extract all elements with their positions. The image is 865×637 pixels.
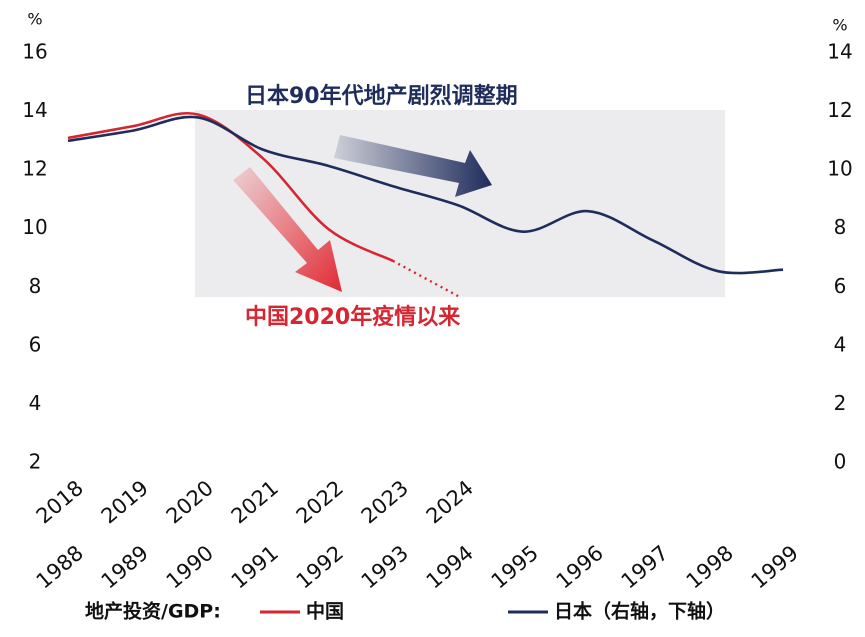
y2-tick-label: 4 (834, 332, 847, 356)
annotation: 日本90年代地产剧烈调整期 (245, 83, 518, 109)
y2-tick-label: 12 (827, 98, 852, 122)
y-tick-label: 8 (29, 274, 42, 298)
y-tick-label: 6 (29, 332, 42, 356)
y-tick-label: 4 (29, 391, 42, 415)
legend-label: 中国 (306, 600, 344, 623)
y2-tick-label: 10 (827, 157, 852, 181)
x-bottom-tick-label: 1993 (357, 541, 413, 594)
legend-label: 日本（右轴，下轴） (554, 600, 725, 623)
y-tick-label: 12 (22, 157, 47, 181)
x-bottom-tick-label: 1991 (227, 541, 283, 594)
x-top-tick-label: 2020 (162, 476, 218, 529)
x-top-tick-label: 2023 (357, 476, 413, 529)
y-unit: % (27, 10, 42, 29)
x-bottom-tick-label: 1996 (552, 541, 608, 594)
series-line (67, 115, 784, 275)
y2-unit: % (832, 16, 847, 35)
x-top-tick-label: 2018 (32, 476, 88, 529)
y-tick-label: 14 (22, 98, 47, 122)
arrow (233, 167, 342, 292)
x-top-tick-label: 2019 (97, 476, 153, 529)
y2-tick-label: 6 (834, 274, 847, 298)
arrow (334, 135, 492, 197)
x-bottom-tick-label: 1998 (682, 541, 738, 594)
x-bottom-tick-label: 1994 (422, 541, 478, 594)
x-top-tick-label: 2022 (292, 476, 348, 529)
x-bottom-tick-label: 1990 (162, 541, 218, 594)
x-bottom-tick-label: 1999 (747, 541, 803, 594)
y2-tick-label: 8 (834, 215, 847, 239)
x-bottom-tick-label: 1989 (97, 541, 153, 594)
legend-title: 地产投资/GDP: (85, 600, 221, 623)
y-tick-label: 16 (22, 40, 47, 64)
series-line-dotted (392, 259, 459, 298)
annotation: 中国2020年疫情以来 (245, 304, 461, 330)
y2-tick-label: 2 (834, 391, 847, 415)
x-top-tick-label: 2021 (227, 476, 283, 529)
x-bottom-tick-label: 1995 (487, 541, 543, 594)
x-bottom-tick-label: 1992 (292, 541, 348, 594)
x-bottom-tick-label: 1988 (32, 541, 88, 594)
x-bottom-tick-label: 1997 (617, 541, 673, 594)
y-tick-label: 10 (22, 215, 47, 239)
y2-tick-label: 14 (827, 40, 852, 64)
y2-tick-label: 0 (834, 450, 847, 474)
highlight-region (195, 110, 725, 297)
x-top-tick-label: 2024 (422, 476, 478, 529)
y-tick-label: 2 (29, 450, 42, 474)
